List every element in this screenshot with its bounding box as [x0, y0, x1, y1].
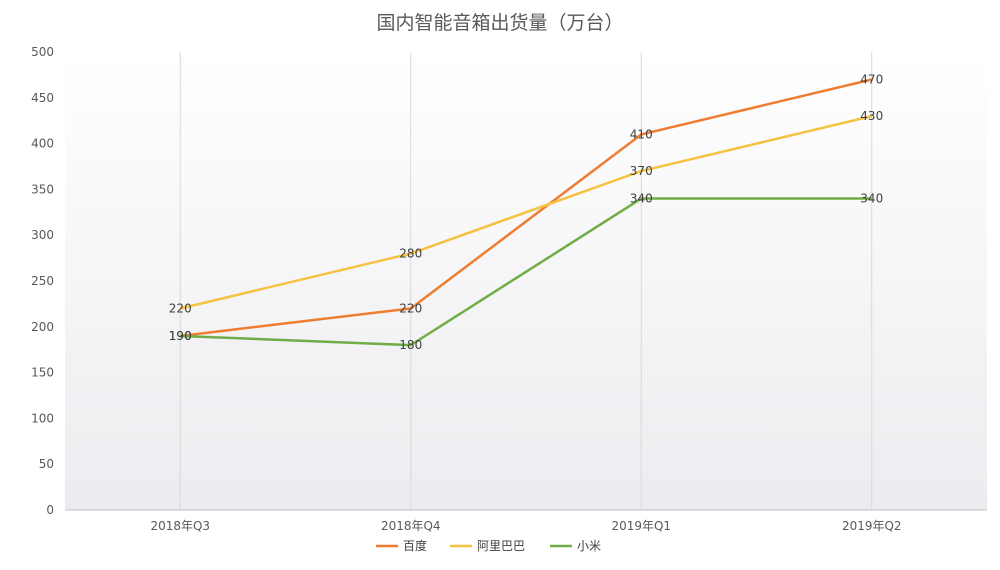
y-tick-label: 300: [31, 228, 54, 242]
y-tick-label: 400: [31, 137, 54, 151]
data-label: 340: [630, 192, 653, 206]
y-tick-label: 100: [31, 411, 54, 425]
data-label: 180: [399, 338, 422, 352]
data-label: 220: [399, 301, 422, 315]
data-label: 410: [630, 127, 653, 141]
x-tick-label: 2019年Q2: [842, 519, 902, 533]
data-label: 340: [860, 192, 883, 206]
x-tick-label: 2019年Q1: [611, 519, 671, 533]
y-tick-label: 200: [31, 320, 54, 334]
axes: 0 50 100 150 200 250 300 350 400 450 500 2018年Q3 201…: [31, 45, 987, 533]
data-label: 220: [169, 301, 192, 315]
data-label: 190: [169, 329, 192, 343]
gridlines: [179, 52, 873, 510]
plot-area: [65, 52, 987, 510]
legend-label: 小米: [577, 539, 601, 553]
data-label: 370: [630, 164, 653, 178]
chart-title: 国内智能音箱出货量（万台）: [376, 12, 623, 34]
data-label: 470: [860, 72, 883, 86]
legend-label: 阿里巴巴: [477, 539, 525, 553]
data-label: 280: [399, 247, 422, 261]
data-label: 190: [169, 329, 192, 343]
y-tick-label: 0: [46, 503, 54, 517]
data-label: 430: [860, 109, 883, 123]
series-group: [179, 78, 873, 347]
series-line-2: [180, 197, 872, 347]
y-tick-label: 250: [31, 274, 54, 288]
legend-label: 百度: [403, 538, 427, 553]
y-tick-label: 150: [31, 366, 54, 380]
y-tick-label: 500: [31, 45, 54, 59]
y-tick-label: 350: [31, 182, 54, 196]
y-tick-label: 450: [31, 91, 54, 105]
legend: 百度 阿里巴巴 小米: [376, 538, 601, 553]
y-tick-label: 50: [39, 457, 54, 471]
x-tick-label: 2018年Q4: [381, 519, 441, 533]
series-line-0: [180, 78, 873, 338]
series-line-1: [179, 114, 873, 310]
x-tick-label: 2018年Q3: [150, 519, 210, 533]
